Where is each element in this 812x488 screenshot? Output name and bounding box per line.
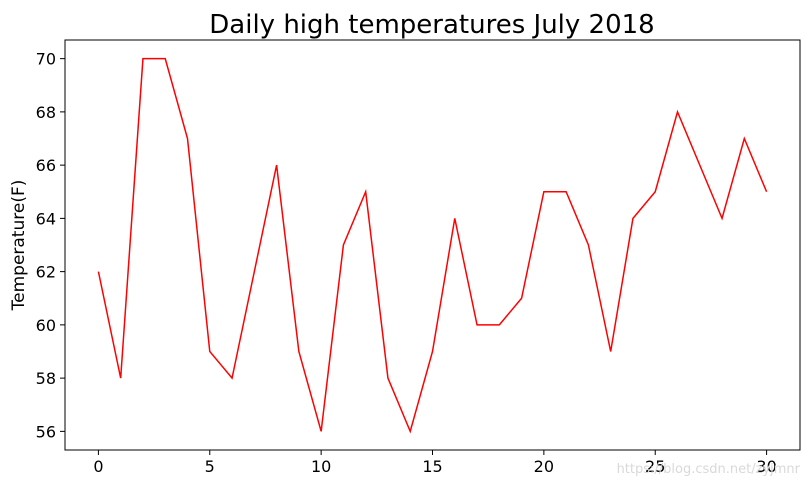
- x-tick-label: 10: [311, 457, 331, 476]
- y-axis-label: Temperature(F): [9, 180, 29, 312]
- plot-area: 0 5 10 15 20 25 30 56 58 60 62 64 66 68 70: [36, 39, 801, 476]
- x-tick-label: 5: [205, 457, 215, 476]
- series-layer: [97, 57, 768, 434]
- x-tick-label: 20: [534, 457, 554, 476]
- y-tick-label: 58: [36, 369, 56, 388]
- y-tick-label: 66: [36, 156, 56, 175]
- chart-title: Daily high temperatures July 2018: [209, 10, 654, 40]
- x-tick-label: 30: [756, 457, 776, 476]
- x-tick-label: 25: [645, 457, 665, 476]
- plot-frame: [64, 39, 801, 451]
- watermark: https://blog.csdn.net/zyjmnr: [617, 462, 801, 477]
- y-tick-label: 60: [36, 316, 56, 335]
- y-tick-label: 62: [36, 263, 56, 282]
- y-tick-label: 56: [36, 422, 56, 441]
- y-tick-label: 64: [36, 209, 56, 228]
- x-tick-label: 0: [93, 457, 103, 476]
- y-axis-ticks: 56 58 60 62 64 66 68 70: [36, 50, 65, 441]
- temperature-series-line: [97, 57, 768, 434]
- x-tick-label: 15: [422, 457, 442, 476]
- y-tick-label: 70: [36, 50, 56, 69]
- x-axis-ticks: 0 5 10 15 20 25 30: [93, 450, 777, 476]
- y-tick-label: 68: [36, 103, 56, 122]
